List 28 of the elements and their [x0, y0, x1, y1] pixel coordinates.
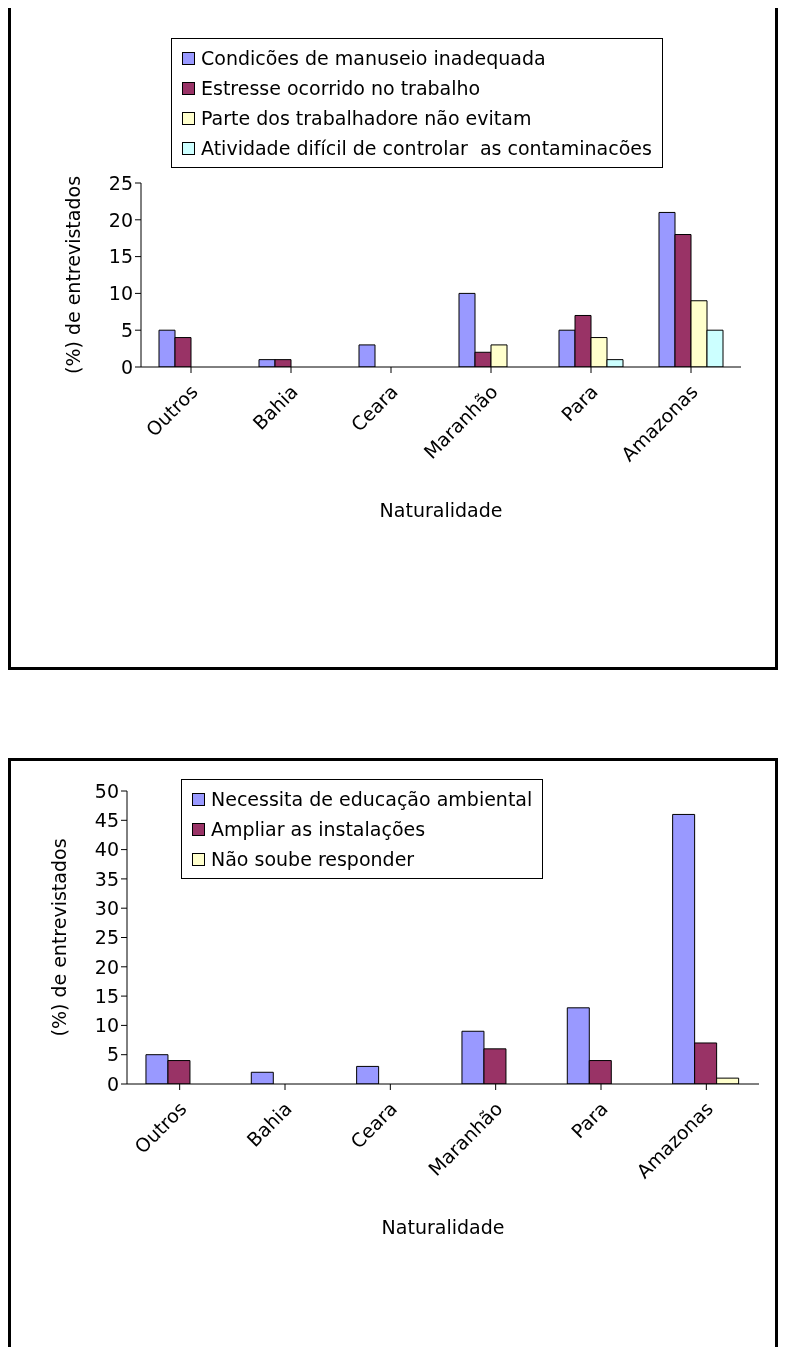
x-axis-title: Naturalidade [379, 499, 503, 521]
y-tick-label: 50 [94, 779, 119, 802]
legend-label: Estresse ocorrido no trabalho [201, 76, 481, 101]
y-tick-label: 0 [106, 1072, 119, 1095]
y-tick-label: 25 [94, 926, 119, 949]
y-tick-label: 10 [94, 1014, 119, 1037]
x-axis-title: Naturalidade [381, 1216, 505, 1238]
y-tick-label: 5 [106, 1043, 119, 1066]
y-tick-label: 40 [94, 838, 119, 861]
y-tick-label: 35 [94, 867, 119, 890]
y-tick-label: 20 [108, 208, 133, 231]
y-tick-label: 10 [108, 282, 133, 305]
y-tick-label: 20 [94, 955, 119, 978]
y-axis-title: (%) de entrevistados [47, 838, 70, 1037]
y-tick-label: 25 [108, 171, 133, 194]
y-tick-label: 5 [120, 318, 133, 341]
legend-label: Condicões de manuseio inadequada [201, 46, 546, 71]
legend-label: Necessita de educação ambiental [211, 787, 533, 812]
legend-label: Ampliar as instalações [211, 817, 426, 842]
y-tick-label: 15 [94, 984, 119, 1007]
y-tick-label: 45 [94, 809, 119, 832]
legend-label: Não soube responder [211, 847, 415, 872]
y-axis-title: (%) de entrevistados [61, 175, 84, 375]
y-tick-label: 0 [120, 355, 133, 378]
legend-label: Parte dos trabalhadore não evitam [201, 106, 532, 131]
legend-label: Atividade difícil de controlar as contaminacões [201, 136, 652, 161]
y-tick-label: 15 [108, 245, 133, 268]
y-tick-label: 30 [94, 896, 119, 919]
